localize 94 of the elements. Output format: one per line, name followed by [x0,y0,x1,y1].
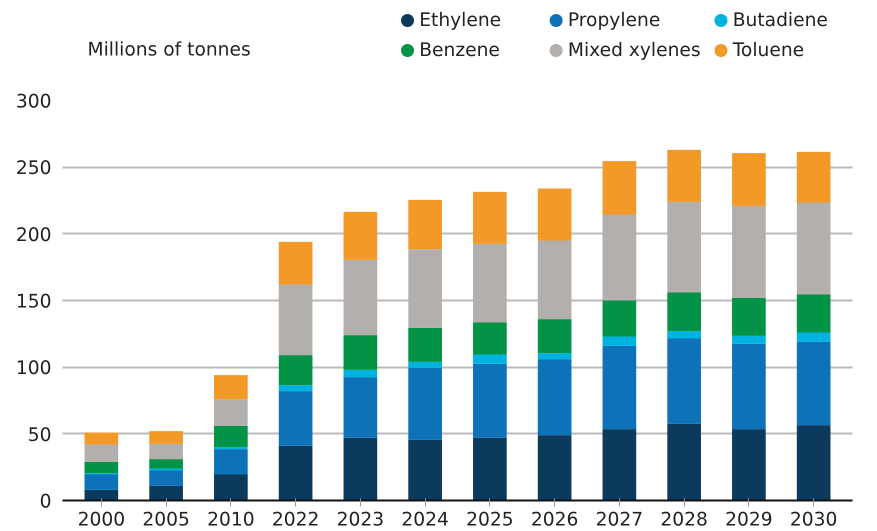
legend-label: Ethylene [419,10,502,31]
bar [214,449,248,474]
bar [796,202,830,294]
bar [667,331,701,338]
bar [344,377,378,438]
bar [538,359,572,436]
bar [84,474,118,490]
bar [602,429,636,500]
bar [602,346,636,430]
bar [408,328,442,362]
x-tick-label: 2028 [660,510,708,530]
bar [149,470,183,486]
bar [408,368,442,440]
x-tick-label: 2005 [142,510,190,530]
bar [344,438,378,500]
bar [84,444,118,462]
bar [149,459,183,468]
bar [796,294,830,332]
x-tick-label: 2010 [207,510,255,530]
bar [214,375,248,400]
y-tick-label: 300 [16,92,52,112]
bar [408,200,442,250]
bar [602,214,636,300]
bar [732,206,766,298]
bar [732,298,766,336]
bar [344,335,378,370]
x-tick-label: 2025 [466,510,514,530]
bar [344,260,378,336]
y-tick-label: 0 [40,492,52,512]
bar [344,370,378,378]
bar [84,432,118,444]
y-tick-label: 50 [28,424,52,446]
bar [473,244,507,322]
bar [667,424,701,500]
bar [214,474,248,500]
bar [796,342,830,426]
y-axis-title: Millions of tonnes [88,40,251,60]
x-tick-label: 2029 [725,510,773,530]
y-tick-label: 100 [16,358,52,380]
bar [667,338,701,424]
bar [667,202,701,292]
bar [408,440,442,500]
x-tick-label: 2024 [401,510,449,530]
bar [732,153,766,206]
legend-label: Propylene [568,10,660,31]
bar [732,429,766,500]
x-tick-label: 2026 [530,510,578,530]
bar [278,355,312,386]
bar [538,240,572,320]
x-tick-label: 2027 [596,510,644,530]
bar [278,446,312,500]
bar [214,399,248,426]
bar [667,292,701,332]
bar [796,332,830,342]
bar [408,249,442,328]
bar [732,336,766,344]
bar [796,425,830,500]
bar [602,300,636,336]
bar [473,438,507,500]
bar [149,486,183,500]
bar [278,391,312,446]
legend-label: Butadiene [732,10,828,31]
bar [149,431,183,444]
bar [538,188,572,240]
y-tick-label: 150 [16,292,52,312]
y-tick-label: 200 [16,224,52,246]
bar [344,212,378,260]
x-tick-label: 2000 [78,510,126,530]
bar [473,354,507,364]
bar [538,319,572,354]
bar [667,150,701,202]
bar [538,353,572,360]
bar [473,192,507,244]
bar [538,435,572,500]
bar [278,284,312,356]
x-tick-label: 2030 [790,510,838,530]
x-tick-label: 2023 [336,510,384,530]
bar [796,152,830,202]
bar [84,462,118,474]
x-tick-label: 2022 [272,510,320,530]
bar [408,362,442,368]
bar [602,336,636,346]
bar [602,161,636,214]
bar [149,444,183,460]
legend-label: Benzene [419,40,500,61]
legend-label: Mixed xylenes [568,40,701,61]
bar [473,364,507,438]
bar [732,344,766,430]
bar [473,322,507,354]
y-tick-label: 250 [16,158,52,180]
bar [278,385,312,392]
bar [278,242,312,284]
bar [214,426,248,448]
legend-label: Toluene [732,40,804,61]
